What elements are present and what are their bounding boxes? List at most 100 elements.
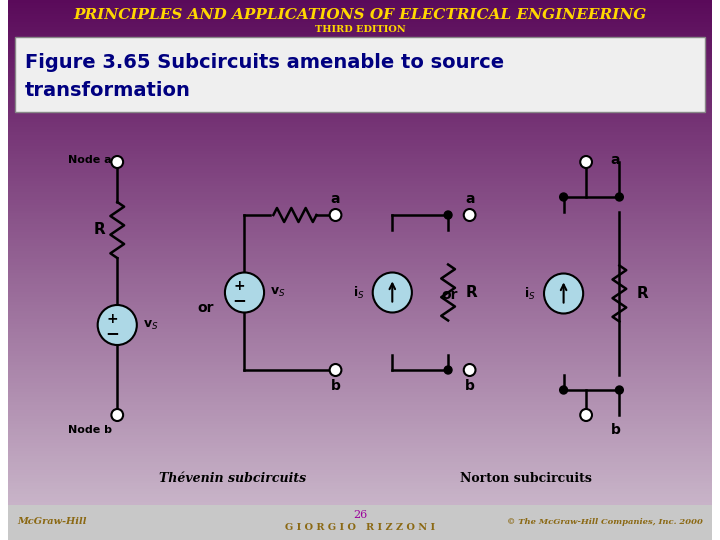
Bar [8,240,712,243]
Bar [8,178,712,181]
Bar [8,62,712,65]
Text: R: R [466,285,477,300]
Bar [8,162,712,165]
Bar [8,57,712,59]
Text: a: a [465,192,474,206]
Bar [8,532,712,535]
Bar [8,505,712,508]
Text: +: + [234,280,246,294]
Bar [8,186,712,189]
Bar [8,456,712,459]
Text: G I O R G I O   R I Z Z O N I: G I O R G I O R I Z Z O N I [285,523,435,532]
Text: i$_S$: i$_S$ [354,285,365,301]
Text: McGraw-Hill: McGraw-Hill [17,517,87,526]
Bar [8,432,712,435]
Bar [8,278,712,281]
Bar [8,373,712,375]
Bar [8,208,712,211]
Bar [8,359,712,362]
Bar [8,302,712,305]
Bar [8,148,712,151]
Bar [8,367,712,370]
Text: or: or [197,301,214,315]
Bar [8,248,712,251]
Bar [8,364,712,367]
Text: a: a [330,192,341,206]
Text: © The McGraw-Hill Companies, Inc. 2000: © The McGraw-Hill Companies, Inc. 2000 [507,518,703,526]
Bar [8,508,712,510]
Bar [8,510,712,513]
Circle shape [444,211,452,219]
Bar [8,138,712,140]
Bar [8,76,712,78]
Bar [8,351,712,354]
Bar [8,313,712,316]
Bar [8,289,712,292]
Bar [8,254,712,256]
Bar [8,259,712,262]
Bar [8,281,712,284]
Bar [8,513,712,516]
Bar [8,113,712,116]
Text: Figure 3.65 Subcircuits amenable to source: Figure 3.65 Subcircuits amenable to sour… [25,52,505,71]
Bar [8,408,712,410]
Bar [8,84,712,86]
Bar [8,275,712,278]
Bar [8,197,712,200]
Bar [8,192,712,194]
Bar [8,130,712,132]
Bar [8,81,712,84]
Bar [8,173,712,176]
Bar [8,319,712,321]
Bar [8,251,712,254]
Bar [8,405,712,408]
Bar [8,24,712,27]
Bar [8,5,712,8]
Bar [8,119,712,122]
Bar [8,497,712,500]
Bar [8,340,712,343]
Bar [8,92,712,94]
Bar [8,54,712,57]
Bar [8,213,712,216]
Bar [8,397,712,400]
Bar [8,348,712,351]
Bar [8,65,712,68]
Bar [8,459,712,462]
Bar [8,43,712,46]
Bar [8,216,712,219]
Bar [8,378,712,381]
Bar [8,481,712,483]
Ellipse shape [225,273,264,313]
Bar [8,421,712,424]
Bar [8,518,712,521]
Bar [8,19,712,22]
Bar [8,362,712,364]
Text: a: a [611,153,620,167]
Bar [8,429,712,432]
Bar [8,462,712,464]
Bar [8,435,712,437]
Bar [8,243,712,246]
Bar [8,535,712,537]
Text: Norton subcircuits: Norton subcircuits [461,471,593,484]
Text: R: R [94,222,106,238]
Bar [8,154,712,157]
Bar [8,230,712,232]
Bar [8,316,712,319]
Bar [8,464,712,467]
Bar [8,470,712,472]
Bar [8,94,712,97]
Bar [8,321,712,324]
Bar [8,483,712,486]
Circle shape [464,209,475,221]
Bar [8,22,712,24]
Bar [8,424,712,427]
Text: Node a: Node a [68,155,112,165]
Bar [8,537,712,540]
Bar [8,221,712,224]
Bar [8,491,712,494]
Bar [8,370,712,373]
Bar [8,524,712,526]
Bar [8,157,712,159]
